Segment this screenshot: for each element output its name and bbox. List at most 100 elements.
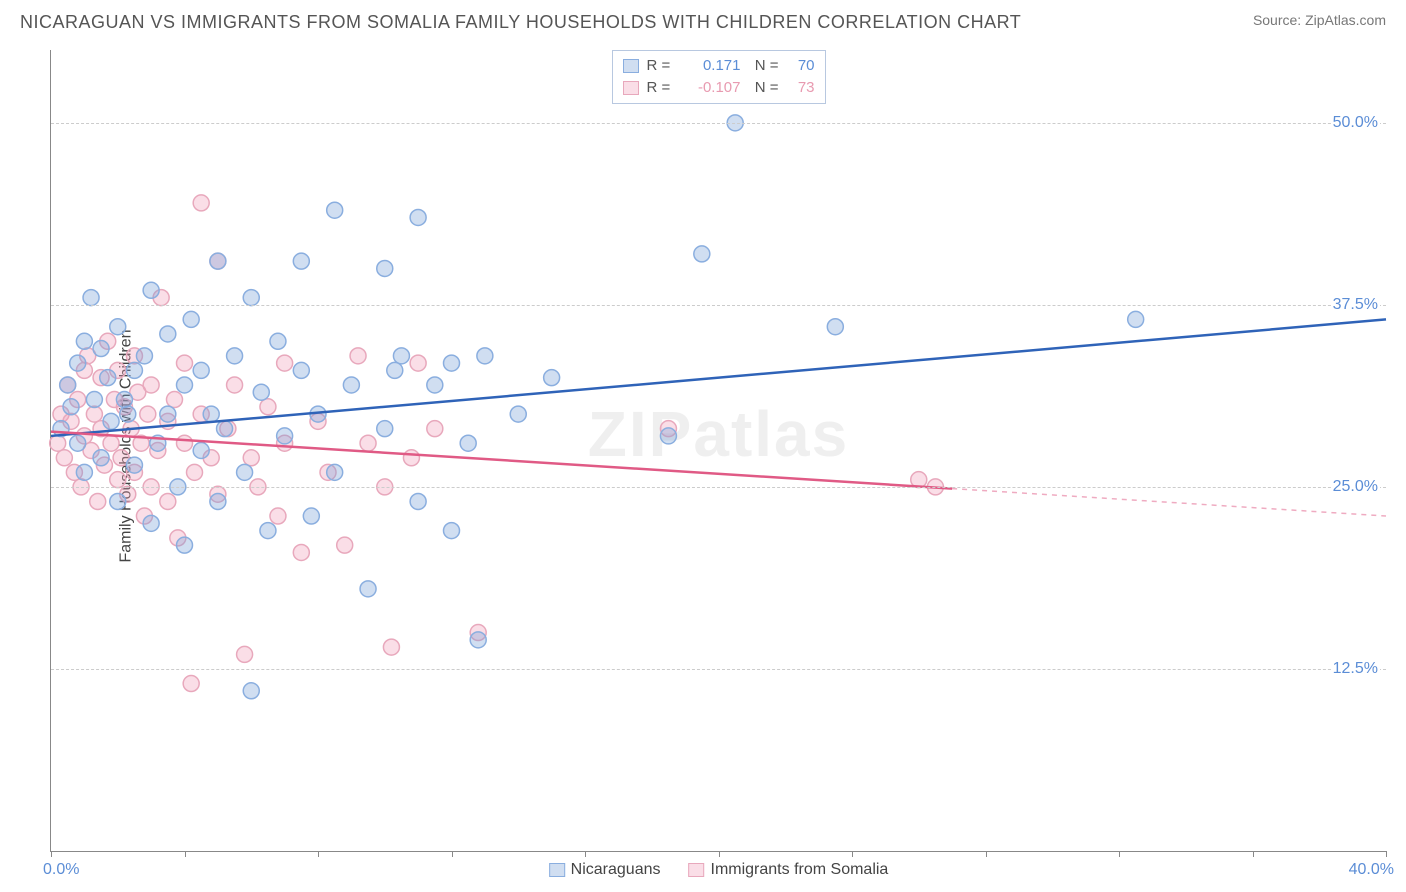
- data-point: [187, 464, 203, 480]
- data-point: [90, 493, 106, 509]
- data-point: [93, 341, 109, 357]
- data-point: [60, 377, 76, 393]
- data-point: [460, 435, 476, 451]
- data-point: [76, 464, 92, 480]
- x-tick: [185, 851, 186, 857]
- x-tick: [719, 851, 720, 857]
- x-axis-min-label: 0.0%: [43, 861, 79, 879]
- data-point: [140, 406, 156, 422]
- data-point: [243, 683, 259, 699]
- data-point: [63, 399, 79, 415]
- swatch-somalia: [623, 81, 639, 95]
- data-point: [277, 355, 293, 371]
- n-value-nicaraguans: 70: [787, 55, 815, 77]
- data-point: [350, 348, 366, 364]
- legend-label-somalia: Immigrants from Somalia: [711, 861, 889, 879]
- gridline: [51, 487, 1386, 488]
- data-point: [270, 333, 286, 349]
- data-point: [110, 319, 126, 335]
- data-point: [660, 428, 676, 444]
- data-point: [210, 253, 226, 269]
- data-point: [410, 355, 426, 371]
- data-point: [210, 493, 226, 509]
- x-tick: [452, 851, 453, 857]
- data-point: [160, 493, 176, 509]
- data-point: [270, 508, 286, 524]
- x-tick: [986, 851, 987, 857]
- trend-line: [51, 319, 1386, 436]
- data-point: [227, 377, 243, 393]
- trend-line: [51, 432, 952, 489]
- data-point: [183, 676, 199, 692]
- data-point: [160, 326, 176, 342]
- gridline: [51, 669, 1386, 670]
- data-point: [93, 450, 109, 466]
- data-point: [360, 435, 376, 451]
- data-point: [56, 450, 72, 466]
- data-point: [86, 392, 102, 408]
- data-point: [86, 406, 102, 422]
- swatch-nicaraguans: [623, 59, 639, 73]
- data-point: [327, 202, 343, 218]
- data-point: [293, 253, 309, 269]
- data-point: [126, 362, 142, 378]
- data-point: [444, 355, 460, 371]
- data-point: [303, 508, 319, 524]
- data-point: [1128, 311, 1144, 327]
- data-point: [177, 355, 193, 371]
- data-point: [70, 435, 86, 451]
- data-point: [136, 348, 152, 364]
- data-point: [393, 348, 409, 364]
- data-point: [470, 632, 486, 648]
- data-point: [477, 348, 493, 364]
- data-point: [193, 362, 209, 378]
- data-point: [827, 319, 843, 335]
- data-point: [444, 523, 460, 539]
- r-value-somalia: -0.107: [685, 77, 741, 99]
- n-value-somalia: 73: [787, 77, 815, 99]
- data-point: [510, 406, 526, 422]
- data-point: [383, 639, 399, 655]
- page-title: NICARAGUAN VS IMMIGRANTS FROM SOMALIA FA…: [20, 12, 1021, 33]
- gridline: [51, 123, 1386, 124]
- data-point: [177, 377, 193, 393]
- data-point: [166, 392, 182, 408]
- data-point: [293, 362, 309, 378]
- legend-row-nicaraguans: R = 0.171 N = 70: [623, 55, 815, 77]
- x-tick: [585, 851, 586, 857]
- data-point: [377, 260, 393, 276]
- source-attribution: Source: ZipAtlas.com: [1253, 12, 1386, 28]
- data-point: [427, 421, 443, 437]
- data-point: [120, 406, 136, 422]
- data-point: [410, 493, 426, 509]
- data-point: [193, 195, 209, 211]
- scatter-overlay: [51, 50, 1386, 851]
- chart-area: ZIPatlas R = 0.171 N = 70 R = -0.107 N =…: [50, 50, 1386, 852]
- data-point: [387, 362, 403, 378]
- data-point: [227, 348, 243, 364]
- legend-item-somalia: Immigrants from Somalia: [689, 861, 889, 879]
- correlation-legend: R = 0.171 N = 70 R = -0.107 N = 73: [612, 50, 826, 104]
- data-point: [177, 537, 193, 553]
- data-point: [410, 209, 426, 225]
- data-point: [143, 282, 159, 298]
- x-tick: [1386, 851, 1387, 857]
- data-point: [177, 435, 193, 451]
- data-point: [83, 290, 99, 306]
- x-tick: [1119, 851, 1120, 857]
- data-point: [544, 370, 560, 386]
- data-point: [260, 399, 276, 415]
- r-label: R =: [647, 55, 677, 77]
- data-point: [116, 392, 132, 408]
- data-point: [360, 581, 376, 597]
- data-point: [403, 450, 419, 466]
- data-point: [427, 377, 443, 393]
- data-point: [76, 333, 92, 349]
- legend-label-nicaraguans: Nicaraguans: [571, 861, 661, 879]
- data-point: [343, 377, 359, 393]
- data-point: [103, 413, 119, 429]
- data-point: [143, 515, 159, 531]
- data-point: [253, 384, 269, 400]
- data-point: [103, 435, 119, 451]
- data-point: [327, 464, 343, 480]
